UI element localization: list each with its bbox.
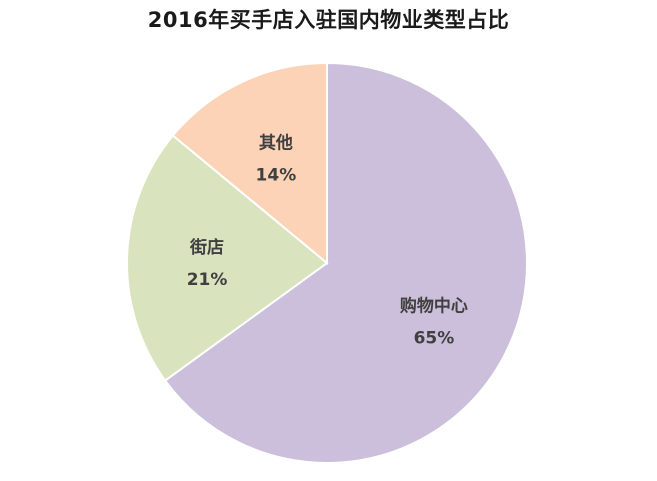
slice-value-label: 14%	[256, 165, 297, 185]
slice-name-label: 街店	[189, 237, 224, 258]
pie-slices	[126, 61, 528, 464]
pie-slice-3	[171, 61, 328, 266]
slice-name-label: 其他	[259, 132, 293, 153]
slice-value-label: 65%	[414, 328, 455, 348]
chart-title: 2016年买手店入驻国内物业类型占比	[147, 8, 510, 32]
slice-name-label: 购物中心	[400, 295, 468, 316]
pie-slice-2	[126, 134, 329, 382]
slice-value-label: 21%	[187, 270, 228, 290]
pie-labels: 购物中心 65% 街店 21% 其他 14%	[187, 132, 468, 348]
pie-slice-1	[163, 61, 528, 464]
